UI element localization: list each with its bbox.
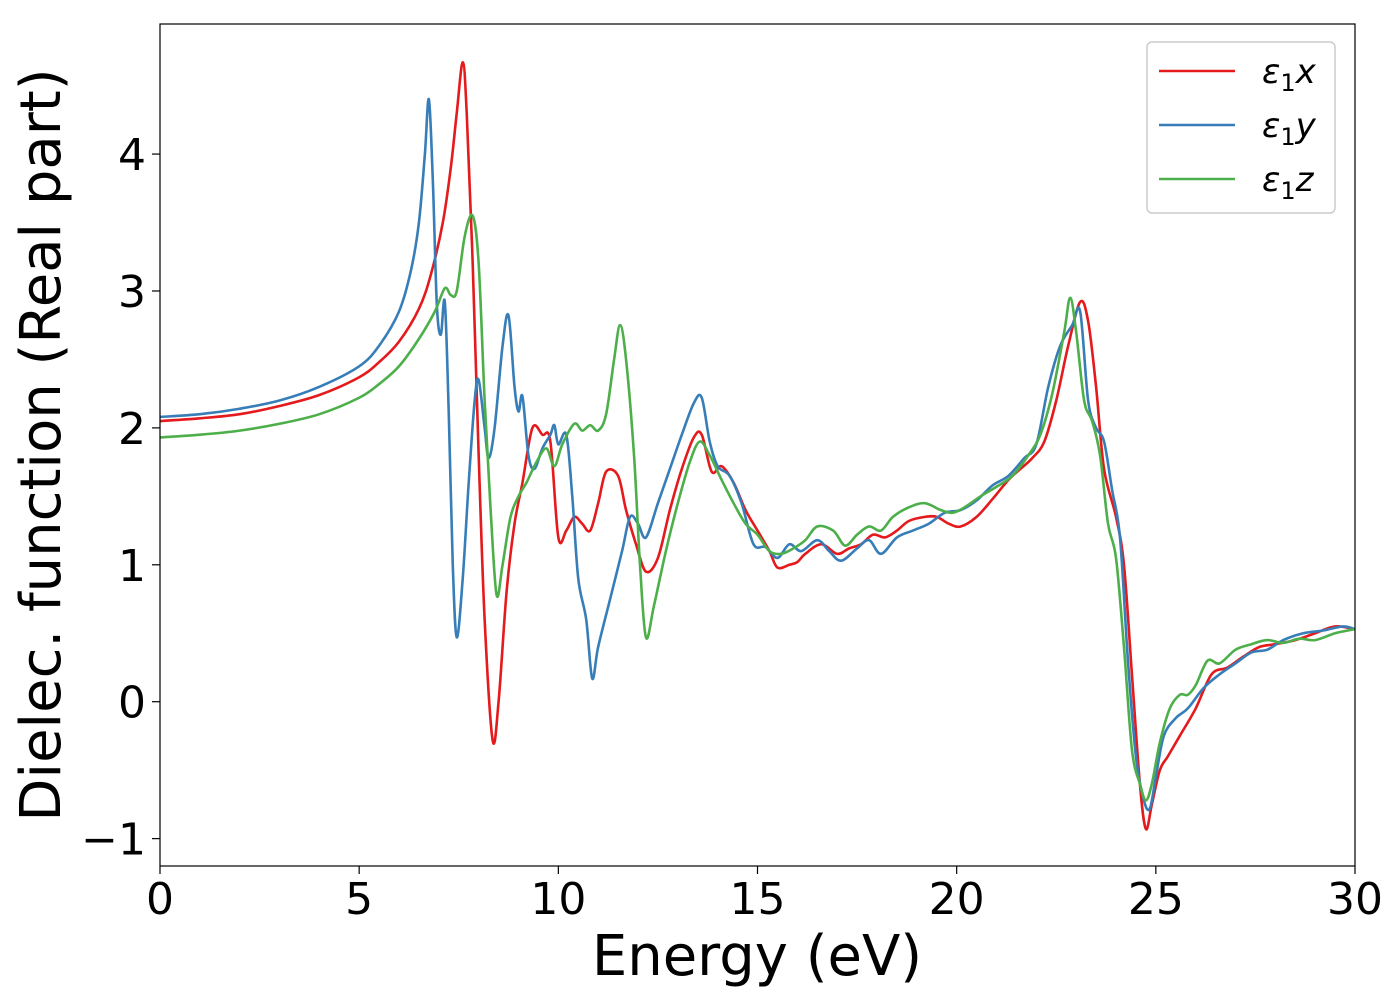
legend: ε1x ε1y ε1z <box>1146 41 1336 214</box>
series-line-z <box>159 213 1356 802</box>
x-tick-label: 5 <box>345 874 373 925</box>
x-tick-label: 20 <box>929 874 985 925</box>
series-line-y <box>159 97 1356 812</box>
y-tick-label: 1 <box>118 541 146 592</box>
legend-label-y: ε1y <box>1262 106 1317 151</box>
x-tick-label: 10 <box>530 874 586 925</box>
y-axis-ticks: −1 0 1 2 3 4 <box>81 130 160 866</box>
series-lines <box>159 61 1356 831</box>
legend-label-z: ε1z <box>1262 160 1315 205</box>
x-tick-label: 25 <box>1128 874 1184 925</box>
y-tick-label: −1 <box>81 815 146 866</box>
legend-label-x: ε1x <box>1262 52 1317 97</box>
x-tick-label: 0 <box>146 874 174 925</box>
y-axis-label: Dielec. function (Real part) <box>9 68 74 821</box>
y-tick-label: 0 <box>118 678 146 729</box>
x-tick-label: 15 <box>730 874 786 925</box>
x-axis-ticks: 0 5 10 15 20 25 30 <box>146 866 1383 925</box>
series-line-x <box>159 61 1356 831</box>
y-tick-label: 4 <box>118 130 146 181</box>
y-tick-label: 3 <box>118 267 146 318</box>
legend-box <box>1146 41 1336 214</box>
x-axis-label: Energy (eV) <box>592 924 922 989</box>
y-tick-label: 2 <box>118 404 146 455</box>
x-tick-label: 30 <box>1327 874 1383 925</box>
